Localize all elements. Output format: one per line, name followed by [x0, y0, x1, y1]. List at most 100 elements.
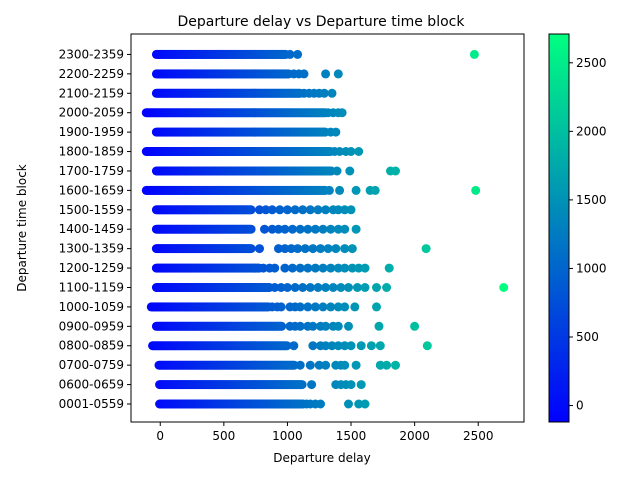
y-tick-label: 0800-0859 — [59, 339, 124, 353]
y-tick-label: 1300-1359 — [59, 242, 124, 256]
scatter-point — [499, 283, 509, 292]
scatter-point — [370, 185, 380, 195]
colorbar: 0 500 1000 1500 2000 2500 — [548, 33, 607, 423]
scatter-point — [332, 166, 342, 176]
y-tick-label: 1800-1859 — [59, 145, 124, 159]
scatter-point — [258, 263, 268, 273]
scatter-point — [267, 224, 277, 234]
scatter-point — [360, 283, 370, 292]
scatter-point — [318, 224, 328, 234]
scatter-point — [346, 147, 356, 156]
scatter-point — [410, 321, 420, 331]
scatter-point — [303, 224, 313, 234]
y-tick-label: 1400-1459 — [59, 222, 124, 236]
scatter-point — [321, 360, 331, 370]
scatter-point — [328, 283, 338, 292]
scatter-points — [141, 49, 509, 409]
scatter-point — [282, 283, 292, 292]
scatter-point — [347, 244, 357, 254]
scatter-point — [375, 360, 385, 370]
scatter-point — [372, 283, 381, 292]
scatter-point — [307, 380, 317, 390]
scatter-point — [260, 224, 269, 234]
scatter-point — [331, 127, 341, 137]
scatter-point — [321, 341, 331, 351]
scatter-point — [305, 360, 315, 370]
scatter-point — [267, 205, 277, 215]
scatter-point — [347, 263, 357, 273]
scatter-point — [316, 244, 325, 254]
scatter-point — [421, 244, 431, 254]
scatter-point — [255, 205, 264, 215]
scatter-point — [340, 360, 350, 370]
chart-title: Departure delay vs Departure time block — [178, 14, 466, 30]
scatter-point — [336, 283, 346, 292]
scatter-point — [340, 263, 350, 273]
scatter-point — [295, 321, 305, 331]
scatter-point — [331, 244, 341, 254]
x-tick-label: 2000 — [399, 429, 430, 443]
scatter-point — [310, 224, 320, 234]
x-axis-ticks: 0 500 1000 1500 2000 2500 — [156, 422, 493, 443]
scatter-point — [333, 302, 343, 312]
scatter-point — [333, 263, 343, 273]
scatter-point — [280, 244, 290, 254]
colorbar-tick-label: 1500 — [576, 193, 607, 207]
scatter-point — [350, 302, 360, 312]
scatter-point — [313, 205, 323, 215]
scatter-point — [340, 341, 350, 351]
scatter-point — [303, 302, 313, 312]
y-tick-label: 1700-1759 — [59, 164, 124, 178]
scatter-point — [323, 244, 333, 254]
scatter-point — [346, 380, 356, 390]
scatter-point — [308, 244, 318, 254]
scatter-point — [360, 399, 370, 409]
scatter-point — [366, 341, 376, 351]
scatter-point — [326, 224, 336, 234]
scatter-point — [327, 88, 337, 98]
scatter-point — [321, 205, 331, 215]
y-tick-label: 2300-2359 — [59, 47, 124, 61]
scatter-point — [295, 224, 305, 234]
scatter-point — [310, 263, 320, 273]
scatter-point — [335, 185, 345, 195]
scatter-point — [308, 321, 318, 331]
scatter-point — [299, 69, 309, 79]
y-tick-label: 1600-1659 — [59, 183, 124, 197]
colorbar-tick-label: 500 — [576, 330, 599, 344]
scatter-point — [313, 283, 323, 292]
scatter-point — [382, 283, 392, 292]
colorbar-tick-label: 1000 — [576, 261, 607, 275]
scatter-point — [333, 69, 343, 79]
y-tick-label: 2000-2059 — [59, 106, 124, 120]
scatter-point — [354, 147, 364, 156]
y-axis-ticks: 0001-0559 0600-0659 0700-0759 0800-0859 0900… — [59, 47, 131, 411]
scatter-point — [282, 341, 292, 351]
scatter-point — [275, 205, 285, 215]
scatter-point — [327, 341, 337, 351]
x-tick-label: 0 — [156, 429, 164, 443]
scatter-point — [280, 263, 290, 273]
scatter-point — [346, 205, 356, 215]
x-tick-label: 1500 — [336, 429, 367, 443]
scatter-point — [354, 399, 364, 409]
y-tick-label: 0700-0759 — [59, 358, 124, 372]
x-tick-label: 1000 — [272, 429, 303, 443]
scatter-point — [316, 399, 325, 409]
scatter-point — [340, 224, 350, 234]
scatter-point — [351, 360, 361, 370]
y-tick-label: 2100-2159 — [59, 86, 124, 100]
x-tick-label: 2500 — [463, 429, 494, 443]
scatter-point — [255, 244, 264, 254]
scatter-point — [282, 205, 292, 215]
scatter-point — [290, 283, 300, 292]
scatter-point — [286, 244, 296, 254]
scatter-point — [340, 205, 350, 215]
scatter-point — [356, 380, 366, 390]
scatter-point — [391, 360, 400, 370]
scatter-point — [352, 283, 362, 292]
scatter-point — [345, 166, 355, 176]
y-tick-label: 0900-0959 — [59, 319, 124, 333]
y-tick-label: 1000-1059 — [59, 300, 124, 314]
